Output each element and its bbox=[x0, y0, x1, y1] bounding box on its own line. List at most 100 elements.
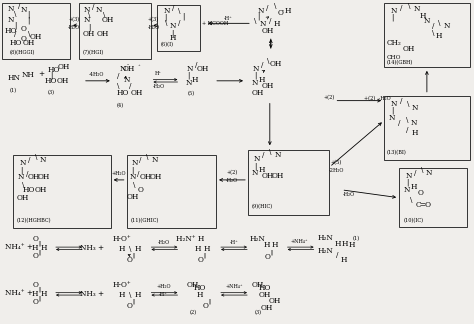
Text: /: / bbox=[195, 61, 198, 69]
Text: ‖: ‖ bbox=[38, 241, 40, 246]
Text: /: / bbox=[14, 30, 17, 38]
Text: N: N bbox=[7, 6, 14, 14]
Bar bbox=[13, 155, 111, 228]
Text: N: N bbox=[185, 79, 191, 87]
Text: N: N bbox=[404, 186, 410, 194]
Text: (4): (4) bbox=[117, 103, 124, 108]
Text: \: \ bbox=[178, 7, 181, 16]
Text: \: \ bbox=[408, 3, 410, 10]
Text: O: O bbox=[32, 252, 38, 260]
Text: /: / bbox=[269, 17, 271, 25]
Text: H: H bbox=[32, 244, 38, 252]
Text: (11)(GHIC): (11)(GHIC) bbox=[131, 218, 159, 223]
Text: \: \ bbox=[146, 153, 149, 161]
Text: N: N bbox=[426, 169, 432, 177]
Text: HO: HO bbox=[23, 186, 36, 194]
Text: (13)(BI): (13)(BI) bbox=[387, 150, 407, 155]
Text: /: / bbox=[414, 169, 416, 177]
Text: \: \ bbox=[28, 30, 30, 38]
Text: O: O bbox=[127, 302, 133, 310]
Text: OH: OH bbox=[35, 186, 47, 194]
Text: (2): (2) bbox=[190, 310, 197, 315]
Text: OH: OH bbox=[262, 82, 274, 90]
Text: -H₂O: -H₂O bbox=[68, 25, 80, 30]
Text: N: N bbox=[123, 76, 130, 84]
Text: H: H bbox=[272, 241, 278, 249]
Text: (8)(HGGI): (8)(HGGI) bbox=[9, 50, 35, 55]
Text: H: H bbox=[134, 245, 141, 253]
Text: H: H bbox=[259, 166, 265, 174]
Text: HO: HO bbox=[117, 89, 129, 97]
Text: |: | bbox=[391, 13, 393, 21]
Text: (1): (1) bbox=[353, 236, 360, 241]
Text: H: H bbox=[41, 290, 47, 298]
Text: O: O bbox=[202, 302, 208, 310]
Text: +H₂O: +H₂O bbox=[156, 284, 171, 289]
Text: H₂N⁺ H: H₂N⁺ H bbox=[176, 235, 204, 243]
Text: \: \ bbox=[102, 11, 105, 19]
Text: N: N bbox=[96, 6, 102, 15]
Text: /: / bbox=[261, 61, 263, 69]
Text: OH: OH bbox=[197, 65, 210, 73]
Text: H: H bbox=[284, 7, 291, 16]
Bar bbox=[2, 3, 70, 59]
Text: OH: OH bbox=[269, 297, 281, 305]
Text: \: \ bbox=[410, 196, 412, 204]
Text: H: H bbox=[348, 241, 355, 249]
Text: \: \ bbox=[254, 17, 256, 25]
Text: H-O⁺: H-O⁺ bbox=[112, 281, 131, 289]
Text: |: | bbox=[187, 72, 190, 80]
Text: O: O bbox=[127, 256, 133, 264]
Text: OH: OH bbox=[28, 173, 40, 181]
Text: CH₂: CH₂ bbox=[387, 39, 401, 47]
Text: N: N bbox=[84, 6, 90, 15]
Text: OH: OH bbox=[38, 173, 50, 181]
Text: N: N bbox=[424, 17, 430, 25]
Text: \: \ bbox=[35, 153, 37, 161]
Text: HN: HN bbox=[8, 74, 20, 82]
Text: /: / bbox=[139, 156, 142, 164]
Text: HO: HO bbox=[4, 27, 17, 35]
Text: (14)(GBH): (14)(GBH) bbox=[387, 60, 413, 65]
Text: N: N bbox=[254, 155, 260, 163]
Text: \: \ bbox=[420, 166, 423, 174]
Text: /: / bbox=[336, 251, 338, 259]
Text: H: H bbox=[169, 34, 176, 42]
Text: H: H bbox=[32, 290, 38, 298]
Bar bbox=[157, 5, 200, 51]
Text: |: | bbox=[131, 166, 134, 174]
Text: ⁺: ⁺ bbox=[137, 64, 140, 69]
Text: N: N bbox=[260, 20, 266, 28]
Text: HO: HO bbox=[259, 284, 271, 292]
Text: H: H bbox=[195, 245, 201, 253]
Text: +(5): +(5) bbox=[331, 159, 342, 165]
Text: +(3): +(3) bbox=[68, 17, 80, 22]
Text: /: / bbox=[406, 126, 408, 134]
Text: |: | bbox=[20, 166, 22, 174]
Text: |: | bbox=[50, 72, 52, 80]
Text: H: H bbox=[41, 244, 47, 252]
Text: -H₂O: -H₂O bbox=[343, 192, 356, 197]
Text: N: N bbox=[406, 172, 412, 180]
Text: N: N bbox=[7, 17, 14, 24]
Text: O: O bbox=[20, 25, 26, 33]
Text: \: \ bbox=[273, 3, 276, 10]
Text: O: O bbox=[32, 235, 38, 243]
Text: N: N bbox=[18, 173, 25, 181]
Text: OH: OH bbox=[17, 194, 29, 202]
Text: OH: OH bbox=[139, 173, 152, 181]
Text: N: N bbox=[187, 65, 193, 73]
Text: (6)(I): (6)(I) bbox=[161, 41, 173, 47]
Text: /: / bbox=[137, 170, 140, 178]
Text: +(2): +(2) bbox=[324, 95, 335, 100]
Bar bbox=[248, 150, 329, 214]
Text: \: \ bbox=[438, 19, 440, 27]
Text: -H⁺: -H⁺ bbox=[224, 16, 232, 21]
Text: \: \ bbox=[432, 29, 434, 37]
Text: H: H bbox=[273, 20, 280, 28]
Text: + HCOOH: + HCOOH bbox=[202, 21, 228, 26]
Text: +(2): +(2) bbox=[227, 170, 237, 176]
Text: /: / bbox=[18, 3, 20, 10]
Text: O: O bbox=[137, 186, 144, 194]
Text: H: H bbox=[410, 183, 417, 191]
